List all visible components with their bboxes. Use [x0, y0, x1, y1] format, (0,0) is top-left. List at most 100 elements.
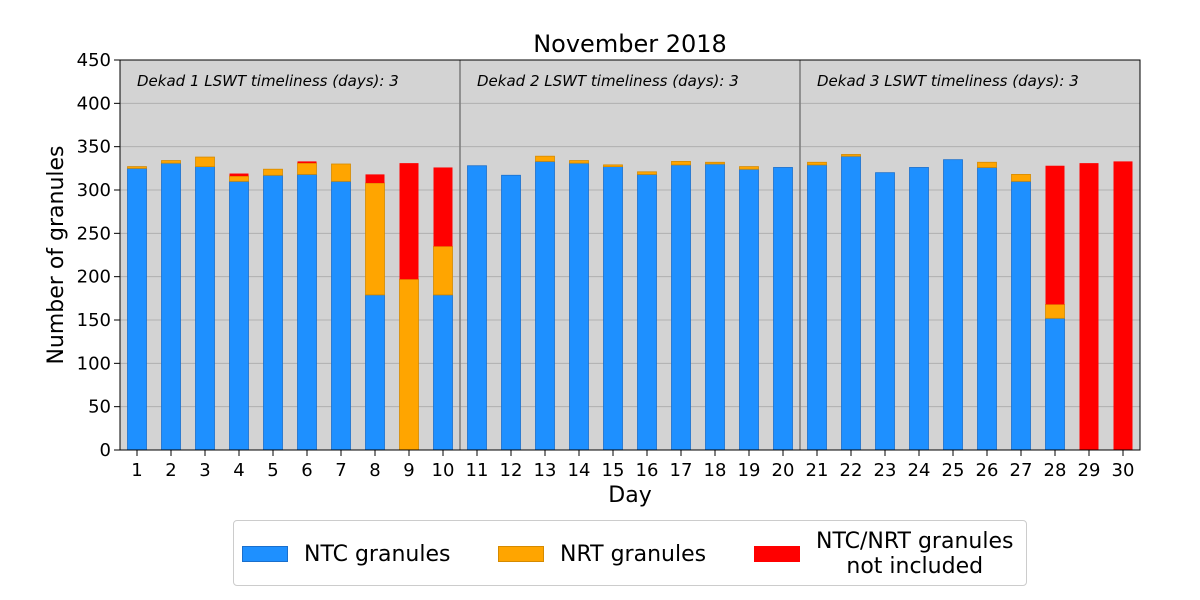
bar-segment — [433, 294, 453, 451]
legend-swatch-ntc — [242, 546, 288, 562]
bar-segment — [1113, 161, 1133, 450]
legend-item-nrt: NRT granules — [498, 521, 706, 587]
y-axis-label: Number of granules — [44, 145, 69, 364]
x-tick-label: 26 — [976, 460, 999, 481]
x-tick-label: 12 — [500, 460, 523, 481]
bar-segment — [331, 180, 351, 451]
x-tick-label: 14 — [568, 460, 591, 481]
bar-segment — [603, 166, 623, 451]
bar-segment — [1011, 180, 1031, 451]
dekad-annotation: Dekad 1 LSWT timeliness (days): 3 — [137, 72, 399, 90]
bar-segment — [365, 294, 385, 451]
legend-label-not-included: NTC/NRT granules not included — [816, 529, 1014, 579]
x-tick-label: 16 — [636, 460, 659, 481]
bar-segment — [127, 167, 147, 451]
bar-segment — [943, 159, 963, 451]
bar-segment — [433, 167, 453, 247]
bar-segment — [1045, 165, 1065, 305]
x-tick-label: 8 — [369, 460, 380, 481]
bar-segment — [263, 168, 283, 176]
bar-segment — [773, 167, 793, 451]
legend: NTC granules NRT granules NTC/NRT granul… — [233, 520, 1027, 586]
x-tick-label: 11 — [466, 460, 489, 481]
bar-segment — [297, 162, 317, 175]
bar-segment — [909, 167, 929, 451]
x-tick-label: 5 — [267, 460, 278, 481]
x-tick-label: 21 — [806, 460, 829, 481]
x-axis-label: Day — [608, 483, 651, 508]
bar-segment — [1011, 173, 1031, 182]
y-tick-label: 100 — [77, 353, 111, 374]
bar-segment — [807, 164, 827, 451]
bar-segment — [399, 163, 419, 280]
x-tick-label: 23 — [874, 460, 897, 481]
y-axis: 0 50 100 150 200 250 300 350 400 450 — [77, 50, 120, 461]
dekad-annotation: Dekad 3 LSWT timeliness (days): 3 — [817, 72, 1079, 90]
bar-segment — [365, 182, 385, 296]
x-tick-label: 7 — [335, 460, 346, 481]
bar-segment — [569, 160, 589, 164]
bar-segment — [467, 165, 487, 451]
bar-segment — [739, 168, 759, 451]
bar-segment — [365, 174, 385, 184]
x-tick-label: 19 — [738, 460, 761, 481]
y-tick-label: 400 — [77, 93, 111, 114]
y-tick-label: 50 — [88, 397, 111, 418]
bar-segment — [161, 162, 181, 451]
bar-segment — [671, 160, 691, 166]
x-tick-label: 2 — [165, 460, 176, 481]
bar-segment — [637, 171, 657, 175]
x-tick-label: 20 — [772, 460, 795, 481]
bar-segment — [297, 161, 317, 164]
bar-segment — [331, 163, 351, 182]
x-tick-label: 29 — [1078, 460, 1101, 481]
bar-segment — [229, 175, 249, 182]
bar-segment — [195, 166, 215, 451]
chart-title: November 2018 — [533, 30, 727, 58]
y-tick-label: 0 — [100, 440, 111, 461]
bars — [127, 154, 1133, 451]
bar-segment — [1045, 317, 1065, 451]
bar-segment — [1045, 303, 1065, 319]
legend-item-ntc: NTC granules — [242, 521, 450, 587]
bar-segment — [875, 172, 895, 451]
bar-segment — [671, 164, 691, 451]
x-tick-label: 3 — [199, 460, 210, 481]
bar-segment — [841, 155, 861, 451]
bar-segment — [297, 173, 317, 451]
bar-segment — [535, 160, 555, 451]
bar-segment — [841, 154, 861, 157]
x-tick-label: 10 — [432, 460, 455, 481]
x-tick-label: 27 — [1010, 460, 1033, 481]
bar-segment — [195, 156, 215, 167]
bar-segment — [569, 162, 589, 451]
y-tick-label: 300 — [77, 180, 111, 201]
x-tick-label: 17 — [670, 460, 693, 481]
bar-segment — [501, 174, 521, 451]
bar-segment — [399, 278, 419, 451]
bar-segment — [977, 161, 997, 168]
bar-segment — [433, 245, 453, 296]
bar-segment — [263, 174, 283, 451]
bar-segment — [705, 161, 725, 165]
bar-segment — [603, 164, 623, 168]
y-tick-label: 250 — [77, 223, 111, 244]
legend-swatch-nrt — [498, 546, 544, 562]
x-tick-label: 22 — [840, 460, 863, 481]
x-tick-label: 25 — [942, 460, 965, 481]
bar-segment — [739, 166, 759, 170]
legend-swatch-not-included — [754, 546, 800, 562]
bar-segment — [161, 160, 181, 164]
bar-segment — [637, 173, 657, 451]
x-tick-label: 15 — [602, 460, 625, 481]
x-tick-label: 4 — [233, 460, 244, 481]
bar-segment — [1079, 163, 1099, 450]
bar-segment — [807, 161, 827, 166]
bar-segment — [229, 180, 249, 451]
plot-frame — [119, 59, 1141, 451]
legend-label-nrt: NRT granules — [560, 541, 707, 567]
x-tick-label: 13 — [534, 460, 557, 481]
x-axis: 1 2 3 4 5 6 7 8 9 10 11 12 13 14 15 16 17 18 19 20 21 22 23 24 2… — [131, 450, 1134, 481]
x-tick-label: 6 — [301, 460, 312, 481]
